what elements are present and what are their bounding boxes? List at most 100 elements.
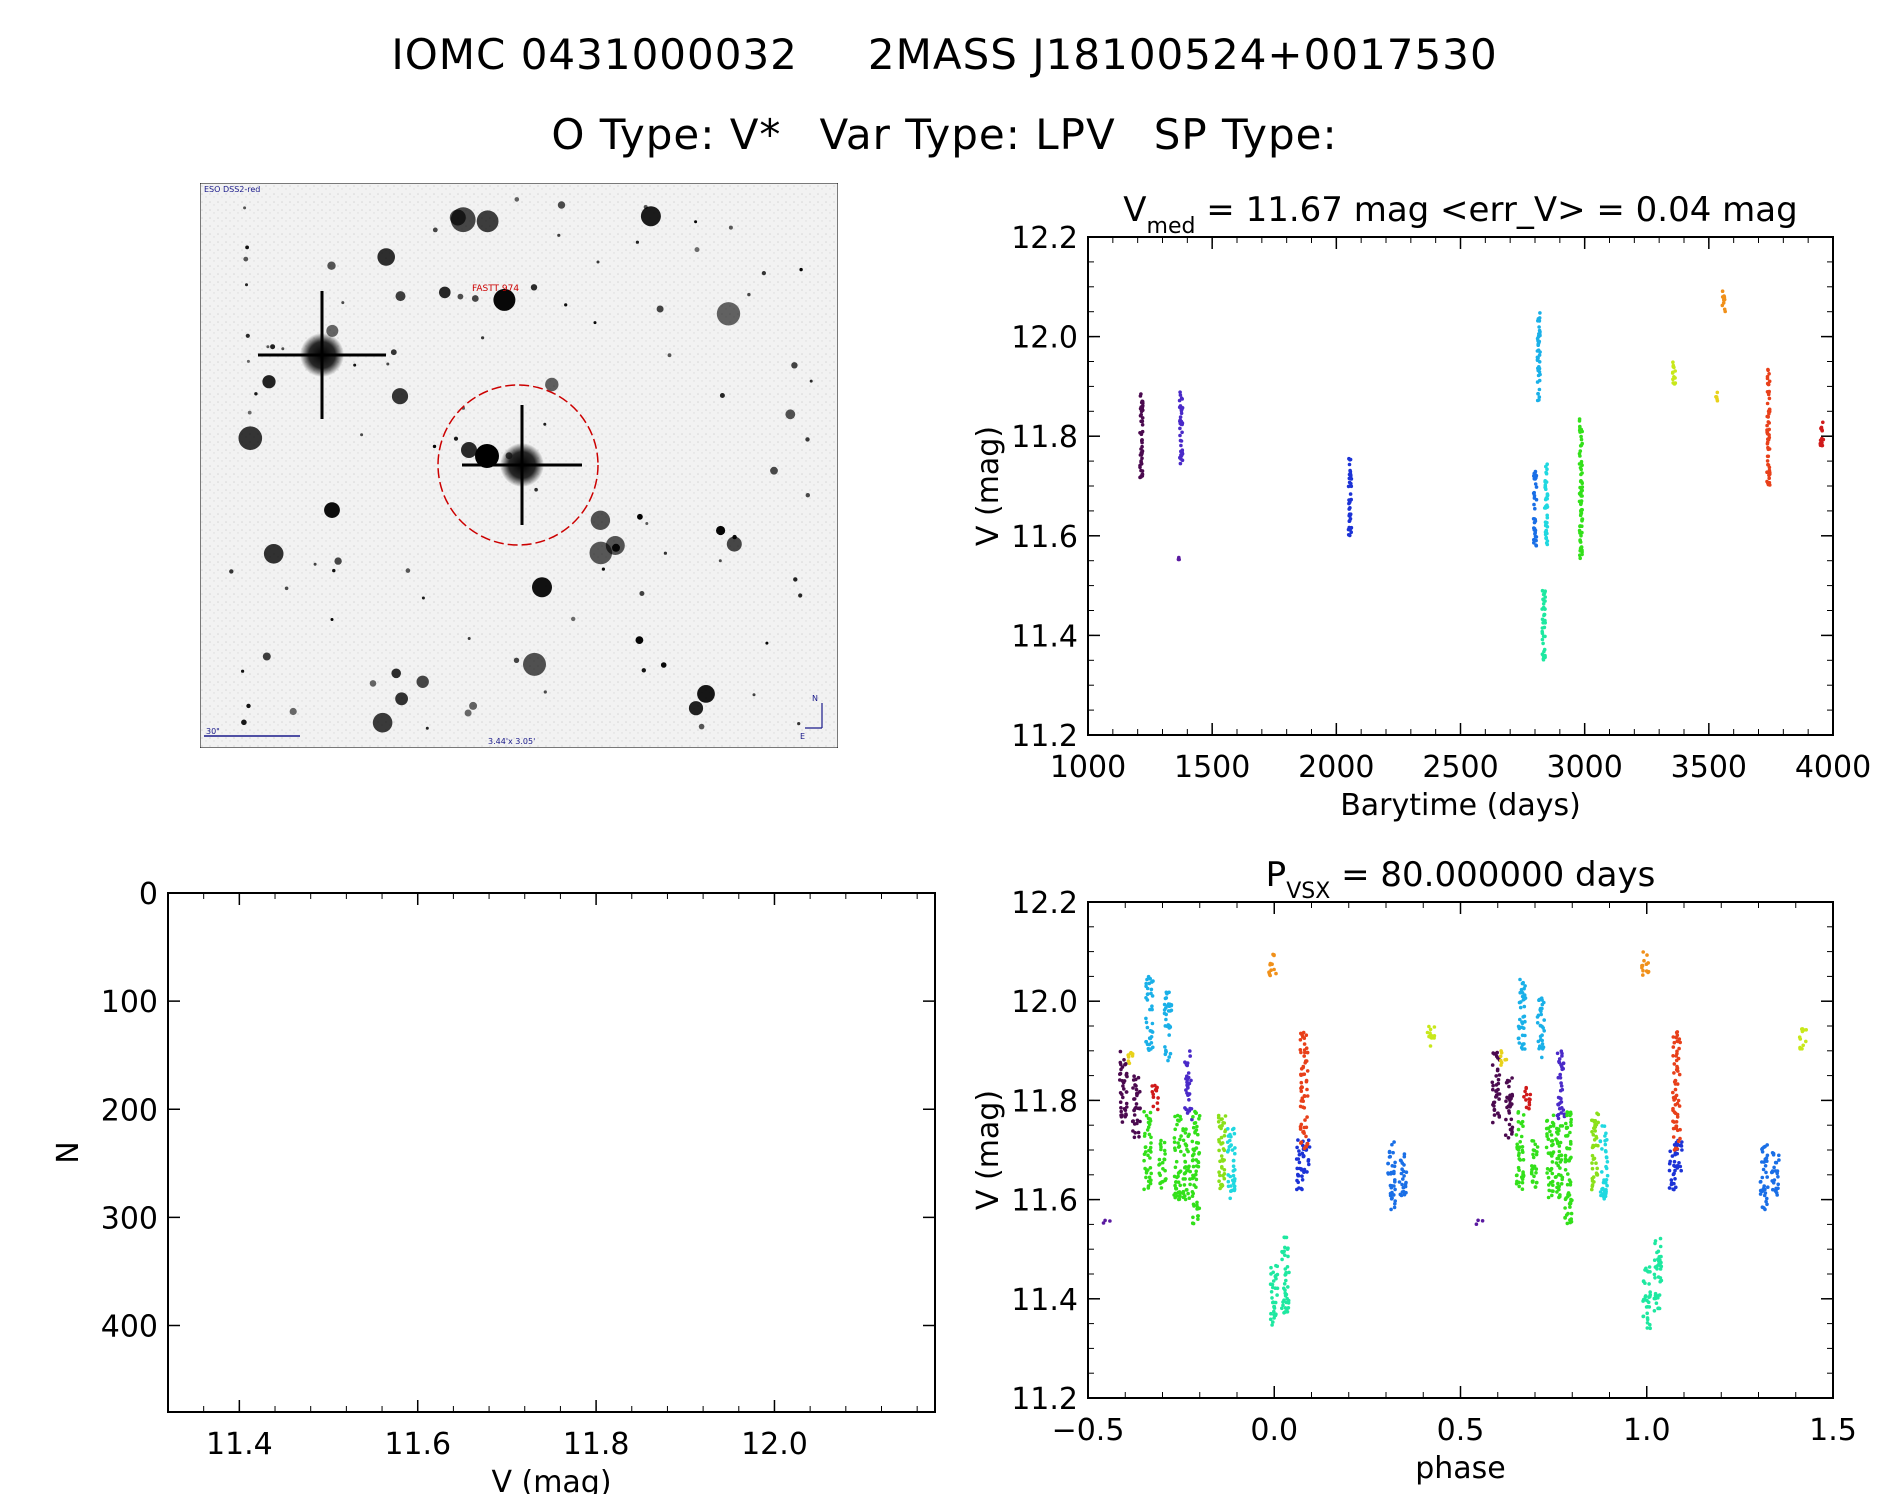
phased-point <box>1136 1130 1141 1135</box>
phased-point <box>1654 1295 1658 1300</box>
phased-point <box>1590 1130 1594 1134</box>
lightcurve-point <box>1537 395 1542 399</box>
phased-point <box>1183 1197 1188 1202</box>
phased-point <box>1563 1197 1568 1202</box>
phased-point <box>1516 1110 1521 1114</box>
phased-point <box>1271 1300 1275 1305</box>
phased-point <box>1522 1004 1527 1009</box>
phased-point <box>1402 1154 1407 1159</box>
phased-point <box>1671 1045 1676 1049</box>
otype: O Type: V* <box>551 110 782 159</box>
lightcurve-point <box>1179 396 1184 401</box>
phased-point <box>1119 1106 1123 1110</box>
phased-point <box>1535 1145 1540 1149</box>
fov-label: 3.44'x 3.05' <box>488 737 535 746</box>
phased-point <box>1196 1217 1200 1221</box>
lightcurve-point <box>1672 375 1676 379</box>
lightcurve-point <box>1536 334 1541 339</box>
phased-point <box>1184 1088 1188 1092</box>
phased-point <box>1299 1067 1304 1071</box>
phased-point <box>1565 1134 1570 1138</box>
lightcurve-point <box>1579 434 1583 439</box>
phased-point-group <box>1535 996 1546 1060</box>
phased-point <box>1124 1090 1129 1094</box>
lightcurve-point <box>1766 462 1770 467</box>
phased-point <box>1550 1160 1555 1164</box>
phased-point <box>1532 1164 1537 1169</box>
phased-point <box>1196 1206 1200 1211</box>
phased-point <box>1302 1042 1307 1046</box>
phased-point <box>1522 1026 1526 1030</box>
lightcurve-point <box>1138 406 1143 411</box>
phased-point <box>1653 1276 1657 1280</box>
phased-point <box>1144 1175 1148 1180</box>
phased-point <box>1156 1107 1160 1112</box>
phased-xtick-label: 0.5 <box>1437 1413 1485 1448</box>
lightcurve-point <box>1178 418 1182 422</box>
phased-point <box>1393 1187 1397 1192</box>
phased-point <box>1648 1292 1653 1297</box>
phased-point <box>1269 1290 1274 1294</box>
phased-point <box>1121 1084 1125 1088</box>
phased-point <box>1216 1116 1221 1120</box>
phased-point <box>1145 1128 1150 1132</box>
phased-point-group <box>1268 1263 1280 1327</box>
lightcurve-point <box>1140 449 1145 453</box>
phased-point <box>1761 1167 1766 1172</box>
phased-point <box>1134 1087 1139 1092</box>
phased-point <box>1594 1134 1598 1139</box>
lightcurve-point <box>1348 506 1352 510</box>
lightcurve-point <box>1544 504 1548 509</box>
field-star <box>667 353 672 358</box>
lightcurve-point <box>1543 483 1548 488</box>
lightcurve-point <box>1542 625 1547 630</box>
phased-point <box>1675 1064 1679 1069</box>
histogram-ytick-label: 100 <box>101 985 158 1020</box>
lightcurve-point <box>1765 459 1770 463</box>
field-star <box>728 225 733 230</box>
lightcurve-xtick-label: 2000 <box>1298 750 1374 785</box>
phased-point <box>1187 1098 1191 1102</box>
phased-point <box>1491 1083 1495 1088</box>
phased-point <box>1566 1211 1570 1216</box>
phased-point <box>1568 1113 1572 1118</box>
phased-point <box>1556 1132 1560 1136</box>
phased-point <box>1667 1186 1672 1190</box>
lightcurve-point <box>1722 307 1727 312</box>
phased-point-group <box>1516 977 1528 1051</box>
lightcurve-point <box>1671 360 1675 365</box>
lightcurve-point <box>1544 487 1548 492</box>
lightcurve-point <box>1348 533 1352 538</box>
phased-point <box>1557 1144 1562 1148</box>
phased-point <box>1496 1111 1500 1115</box>
phased-point <box>1274 1312 1278 1316</box>
phased-point <box>1492 1104 1496 1108</box>
phased-point <box>1151 1104 1156 1109</box>
phased-point <box>1641 950 1645 954</box>
phased-point <box>1763 1144 1767 1149</box>
lightcurve-point <box>1579 459 1584 464</box>
phased-point <box>1563 1215 1567 1220</box>
phased-point <box>1519 1000 1523 1004</box>
phased-point <box>1773 1169 1778 1173</box>
phased-point <box>1193 1130 1197 1134</box>
phased-point <box>1596 1112 1601 1117</box>
phased-point <box>1174 1186 1179 1191</box>
phased-point <box>1603 1134 1607 1138</box>
field-star <box>245 333 250 338</box>
phased-point <box>1656 1306 1661 1310</box>
phased-point <box>1590 1145 1595 1150</box>
phased-point <box>1120 1065 1125 1069</box>
phased-point <box>1164 1017 1168 1022</box>
lightcurve-point <box>1578 531 1582 535</box>
lightcurve-point <box>1544 541 1549 545</box>
phased-point <box>1149 1178 1153 1182</box>
phased-point <box>1217 1139 1221 1144</box>
phased-point <box>1269 1272 1273 1276</box>
phased-point-group <box>1598 1124 1610 1201</box>
phased-point <box>1569 1117 1573 1122</box>
phased-point <box>1188 1177 1192 1181</box>
phased-point <box>1672 1040 1677 1045</box>
phased-point <box>1274 1273 1278 1278</box>
phased-point <box>1671 1106 1675 1111</box>
